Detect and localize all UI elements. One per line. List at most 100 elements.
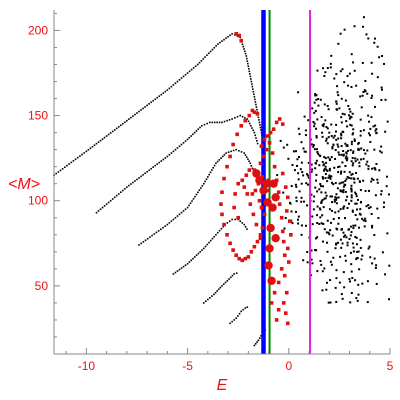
scatter-point (334, 196, 337, 199)
scatter-point (315, 159, 318, 162)
scatter-point (325, 126, 328, 129)
red-point (288, 219, 292, 223)
scatter-point (342, 207, 345, 210)
curve-point (184, 140, 187, 142)
scatter-point (380, 151, 383, 154)
scatter-point (333, 77, 336, 80)
scatter-point (351, 133, 354, 136)
curve-point (192, 133, 194, 136)
curve-point (197, 128, 200, 131)
scatter-point (294, 183, 297, 186)
scatter-point (299, 168, 302, 171)
red-point (280, 122, 285, 126)
scatter-point (363, 225, 366, 228)
scatter-point (324, 177, 327, 180)
scatter-point (371, 94, 374, 97)
scatter-point (307, 161, 310, 164)
scatter-point (329, 66, 332, 69)
scatter-point (321, 176, 324, 179)
scatter-point (388, 264, 391, 267)
scatter-point (342, 271, 345, 274)
curve-point (107, 201, 110, 204)
scatter-point (335, 108, 338, 111)
red-point (283, 185, 288, 189)
red-point (228, 241, 232, 246)
scatter-point (321, 131, 324, 134)
red-point (265, 134, 270, 138)
scatter-point (337, 222, 340, 225)
curve-point (218, 121, 221, 124)
red-point (274, 120, 279, 125)
scatter-point (343, 205, 346, 208)
scatter-point (333, 166, 336, 169)
red-point (237, 33, 242, 38)
scatter-point (351, 156, 354, 159)
scatter-point (307, 176, 310, 179)
scatter-point (332, 143, 335, 146)
curve-point (162, 92, 165, 94)
curve-point (247, 120, 250, 123)
red-point (276, 190, 281, 195)
curve-point (222, 283, 225, 285)
scatter-point (345, 178, 348, 181)
curve-point (79, 155, 81, 157)
curve-point (217, 288, 220, 291)
scatter-point (341, 297, 344, 300)
scatter-point (311, 262, 314, 265)
red-point (274, 178, 279, 183)
scatter-point (338, 107, 341, 110)
curve-point (99, 139, 102, 142)
scatter-point (355, 236, 358, 239)
scatter-point (300, 141, 303, 144)
scatter-point (356, 177, 359, 180)
scatter-point (327, 176, 330, 179)
scatter-point (323, 168, 326, 171)
scatter-point (324, 168, 327, 171)
scatter-point (367, 37, 370, 40)
curve-point (203, 123, 206, 126)
scatter-point (297, 172, 300, 175)
scatter-point (287, 157, 290, 160)
scatter-point (364, 219, 367, 222)
curve-point (189, 202, 192, 205)
scatter-point (323, 267, 326, 270)
scatter-point (298, 190, 301, 193)
scatter-point (367, 204, 370, 207)
curve-point (214, 291, 217, 294)
scatter-point (328, 169, 331, 172)
scatter-point (371, 262, 374, 265)
scatter-point (380, 86, 383, 89)
scatter-point (336, 228, 339, 231)
y-tick-label: 200 (28, 23, 48, 37)
scatter-point (319, 183, 322, 186)
red-point (276, 307, 281, 312)
scatter-point (313, 101, 316, 104)
red-large-point (263, 198, 272, 207)
red-point (285, 321, 290, 326)
red-point (248, 202, 253, 206)
scatter-point (342, 235, 345, 238)
scatter-point (356, 218, 359, 221)
scatter-point (351, 242, 354, 245)
curve-point (213, 293, 215, 296)
curve-point (172, 84, 175, 86)
curve-point (206, 243, 209, 246)
scatter-point (326, 169, 329, 172)
curve-point (193, 131, 196, 134)
scatter-point (385, 175, 388, 178)
scatter-point (345, 236, 348, 239)
curve-point (237, 315, 239, 317)
scatter-point (293, 169, 296, 172)
scatter-point (333, 198, 336, 201)
curve-point (152, 99, 154, 102)
x-tick-label: 5 (387, 359, 394, 373)
scatter-point (345, 151, 348, 154)
curve-point (195, 254, 198, 257)
curve-point (254, 98, 256, 101)
scatter-point (317, 104, 320, 107)
scatter-point (352, 227, 355, 230)
scatter-point (351, 209, 354, 212)
curve-point (235, 272, 238, 274)
scatter-point (374, 105, 377, 108)
scatter-point (321, 270, 324, 273)
